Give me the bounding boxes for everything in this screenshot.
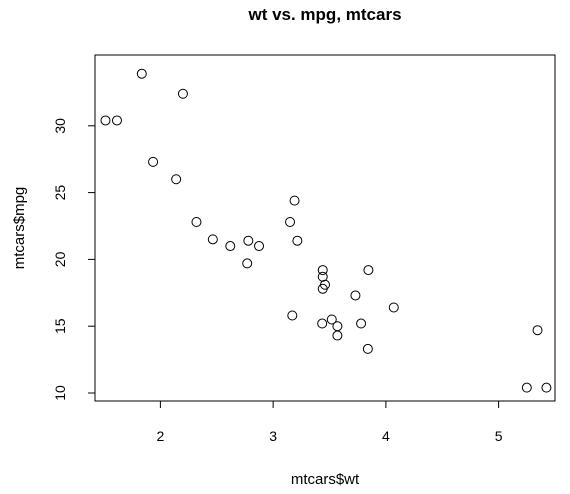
- data-point: [177, 88, 188, 99]
- y-tick-label: 20: [52, 251, 68, 267]
- y-tick-label: 30: [52, 118, 68, 134]
- data-points: [100, 68, 552, 393]
- y-tick-label: 15: [52, 318, 68, 334]
- data-point: [532, 325, 543, 336]
- data-point: [320, 279, 330, 290]
- data-point: [254, 241, 265, 252]
- data-point: [207, 234, 218, 245]
- data-point: [521, 382, 532, 393]
- data-point: [225, 241, 236, 252]
- data-point: [317, 265, 328, 276]
- data-point: [317, 271, 328, 282]
- data-point: [148, 156, 159, 167]
- y-axis-label: mtcars$mpg: [11, 187, 28, 270]
- x-tick-label: 5: [495, 428, 503, 444]
- data-point: [541, 382, 552, 393]
- data-point: [287, 310, 298, 321]
- data-point: [171, 174, 182, 185]
- plot-frame: [94, 54, 556, 402]
- data-point: [243, 235, 254, 246]
- data-point: [289, 195, 300, 206]
- data-point: [350, 290, 361, 301]
- data-point: [100, 115, 111, 126]
- data-point: [326, 314, 337, 325]
- data-point: [332, 330, 343, 341]
- data-point: [388, 302, 399, 313]
- data-point: [191, 216, 202, 227]
- data-point: [242, 258, 253, 269]
- chart-title: wt vs. mpg, mtcars: [247, 5, 401, 24]
- data-point: [317, 318, 328, 329]
- data-point: [136, 68, 147, 79]
- data-point: [362, 343, 373, 354]
- y-tick-label: 25: [52, 185, 68, 201]
- x-tick-label: 3: [269, 428, 277, 444]
- x-tick-label: 4: [382, 428, 390, 444]
- y-axis: 10 15 20 25 30: [52, 118, 96, 401]
- data-point: [111, 115, 122, 126]
- data-point: [356, 318, 367, 329]
- data-point: [292, 235, 303, 246]
- data-point: [332, 321, 343, 332]
- x-axis-label: mtcars$wt: [291, 471, 360, 488]
- y-tick-label: 10: [52, 385, 68, 401]
- data-point: [285, 216, 296, 227]
- x-axis: 2 3 4 5: [156, 400, 503, 444]
- x-tick-label: 2: [156, 428, 164, 444]
- data-point: [363, 265, 374, 276]
